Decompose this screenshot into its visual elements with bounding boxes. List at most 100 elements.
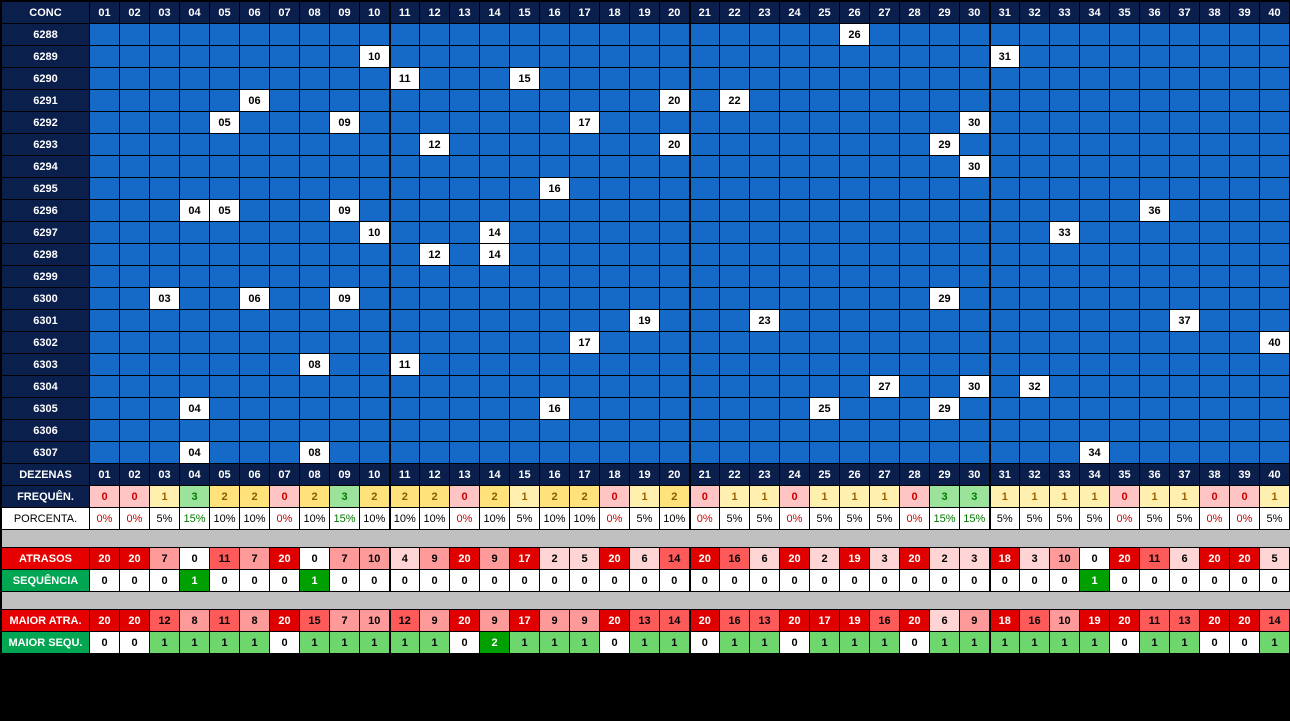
cell: 0 bbox=[780, 570, 810, 592]
cell: 0% bbox=[600, 508, 630, 530]
cell: 3 bbox=[1020, 548, 1050, 570]
cell bbox=[270, 398, 300, 420]
cell bbox=[480, 288, 510, 310]
cell bbox=[1050, 46, 1080, 68]
cell bbox=[990, 200, 1020, 222]
cell bbox=[1050, 310, 1080, 332]
cell bbox=[960, 332, 990, 354]
cell: 1 bbox=[810, 632, 840, 654]
cell: 0 bbox=[420, 570, 450, 592]
cell bbox=[450, 398, 480, 420]
cell: 2 bbox=[480, 486, 510, 508]
cell bbox=[240, 68, 270, 90]
cell: 09 bbox=[330, 464, 360, 486]
cell bbox=[300, 266, 330, 288]
cell bbox=[660, 310, 690, 332]
cell bbox=[240, 266, 270, 288]
cell: 14 bbox=[480, 464, 510, 486]
cell: 04 bbox=[180, 398, 210, 420]
cell bbox=[720, 442, 750, 464]
cell bbox=[720, 24, 750, 46]
cell bbox=[600, 310, 630, 332]
cell bbox=[870, 178, 900, 200]
cell: 1 bbox=[540, 632, 570, 654]
cell bbox=[450, 200, 480, 222]
cell bbox=[210, 222, 240, 244]
cell bbox=[270, 420, 300, 442]
cell bbox=[1140, 354, 1170, 376]
cell: 2 bbox=[540, 486, 570, 508]
cell bbox=[120, 134, 150, 156]
cell bbox=[720, 310, 750, 332]
cell bbox=[1020, 200, 1050, 222]
cell bbox=[780, 112, 810, 134]
cell: 0% bbox=[120, 508, 150, 530]
cell: 1 bbox=[750, 632, 780, 654]
cell bbox=[510, 398, 540, 420]
cell bbox=[1080, 288, 1110, 310]
cell: 16 bbox=[1020, 610, 1050, 632]
cell bbox=[660, 442, 690, 464]
cell bbox=[840, 442, 870, 464]
cell: 36 bbox=[1140, 200, 1170, 222]
cell: 2 bbox=[360, 486, 390, 508]
cell bbox=[660, 376, 690, 398]
cell bbox=[570, 46, 600, 68]
cell bbox=[1230, 310, 1260, 332]
cell: 9 bbox=[420, 610, 450, 632]
cell bbox=[870, 90, 900, 112]
cell bbox=[1260, 68, 1290, 90]
cell bbox=[150, 442, 180, 464]
cell bbox=[510, 112, 540, 134]
cell bbox=[720, 266, 750, 288]
cell bbox=[840, 398, 870, 420]
row-label: 6289 bbox=[2, 46, 90, 68]
cell bbox=[780, 200, 810, 222]
cell bbox=[480, 332, 510, 354]
cell: 17 bbox=[570, 464, 600, 486]
cell: 37 bbox=[1170, 310, 1200, 332]
cell bbox=[810, 442, 840, 464]
cell: 20 bbox=[780, 548, 810, 570]
cell bbox=[930, 112, 960, 134]
cell: 0 bbox=[1020, 570, 1050, 592]
cell bbox=[960, 244, 990, 266]
cell: 0 bbox=[990, 570, 1020, 592]
cell bbox=[1170, 244, 1200, 266]
cell bbox=[480, 310, 510, 332]
cell bbox=[600, 156, 630, 178]
cell: 27 bbox=[870, 2, 900, 24]
cell: 5% bbox=[1050, 508, 1080, 530]
row-label: 6292 bbox=[2, 112, 90, 134]
cell bbox=[1170, 134, 1200, 156]
cell: 1 bbox=[150, 632, 180, 654]
cell bbox=[750, 442, 780, 464]
cell: 27 bbox=[870, 464, 900, 486]
cell: 40 bbox=[1260, 332, 1290, 354]
cell: 24 bbox=[780, 2, 810, 24]
cell: 02 bbox=[120, 2, 150, 24]
cell bbox=[150, 200, 180, 222]
cell bbox=[600, 376, 630, 398]
cell bbox=[630, 112, 660, 134]
cell: 25 bbox=[810, 464, 840, 486]
cell: 20 bbox=[270, 610, 300, 632]
cell: 6 bbox=[630, 548, 660, 570]
cell bbox=[480, 420, 510, 442]
cell bbox=[1080, 266, 1110, 288]
cell: 21 bbox=[690, 2, 720, 24]
cell: 10% bbox=[210, 508, 240, 530]
cell: 30 bbox=[960, 376, 990, 398]
cell bbox=[840, 68, 870, 90]
cell bbox=[1020, 24, 1050, 46]
cell bbox=[780, 266, 810, 288]
cell: 10% bbox=[300, 508, 330, 530]
cell: 04 bbox=[180, 2, 210, 24]
cell bbox=[330, 178, 360, 200]
cell bbox=[720, 46, 750, 68]
cell: 0 bbox=[90, 570, 120, 592]
cell bbox=[1110, 24, 1140, 46]
cell: 20 bbox=[660, 90, 690, 112]
cell: 0 bbox=[1110, 486, 1140, 508]
cell bbox=[180, 266, 210, 288]
